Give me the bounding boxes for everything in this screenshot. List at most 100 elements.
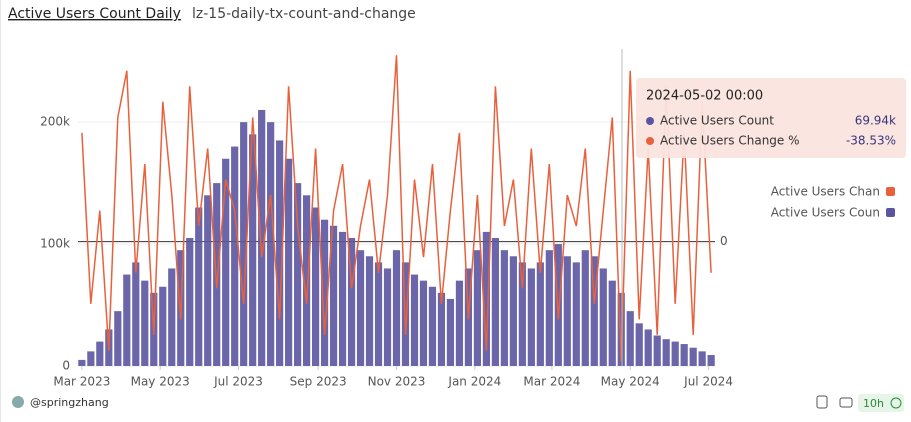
bar <box>258 109 266 366</box>
bar <box>159 286 167 366</box>
bar <box>392 250 401 366</box>
bar <box>446 298 455 366</box>
bar <box>240 122 248 367</box>
bar <box>527 268 535 366</box>
x-tick-label: May 2024 <box>601 375 660 389</box>
bar <box>563 256 571 366</box>
x-tick-label: Sep 2023 <box>290 375 347 389</box>
legend-swatch <box>886 187 895 196</box>
camera-icon[interactable] <box>839 397 853 408</box>
bar <box>356 250 365 366</box>
x-tick-label: May 2023 <box>131 375 190 389</box>
chart-subtitle: lz-15-daily-tx-count-and-change <box>192 6 416 22</box>
bar <box>590 256 598 366</box>
avatar <box>12 396 24 408</box>
legend-swatch <box>886 208 895 217</box>
bar <box>168 268 176 366</box>
bar <box>114 311 122 366</box>
y-tick-label: 0 <box>62 359 70 373</box>
line <box>81 55 712 362</box>
tooltip-name: Active Users Change % <box>660 134 800 148</box>
age-badge <box>858 394 904 412</box>
bar <box>410 274 419 366</box>
bar <box>626 311 634 366</box>
bar <box>276 140 284 366</box>
x-tick-label: Nov 2023 <box>368 375 426 389</box>
bar <box>78 359 86 366</box>
bar <box>653 335 661 366</box>
legend-label: Active Users Coun <box>771 206 880 220</box>
x-tick-label: Jul 2023 <box>213 375 263 389</box>
bar <box>572 262 580 366</box>
bar <box>698 351 706 366</box>
status-icon <box>890 397 902 409</box>
bar <box>123 274 131 366</box>
bar <box>249 134 257 366</box>
tooltip-dot <box>646 117 654 125</box>
chart-title[interactable]: Active Users Count Daily <box>8 6 181 22</box>
bar <box>707 355 715 366</box>
bar <box>500 250 508 366</box>
bar <box>303 195 311 366</box>
bar <box>222 158 230 366</box>
bar <box>320 219 329 366</box>
bar <box>482 231 490 366</box>
y2-tick-label: 0 <box>720 234 728 248</box>
bar <box>383 268 392 366</box>
bar <box>419 280 428 366</box>
bar <box>428 286 437 366</box>
share-icon[interactable] <box>816 395 828 409</box>
bar <box>132 262 140 366</box>
bar <box>195 207 203 366</box>
bar <box>554 244 562 366</box>
bar <box>186 237 194 366</box>
bar <box>311 207 320 366</box>
y-tick-label: 100k <box>40 237 70 251</box>
x-tick-label: Jan 2024 <box>447 375 501 389</box>
bar <box>365 256 374 366</box>
bar <box>680 344 688 366</box>
bar <box>581 250 589 366</box>
bar <box>213 183 221 366</box>
bar <box>536 262 544 366</box>
bar <box>509 256 517 366</box>
x-tick-label: Mar 2023 <box>53 375 110 389</box>
bar <box>294 183 302 366</box>
tooltip-value: 69.94k <box>855 114 896 128</box>
bar <box>231 146 239 366</box>
bar <box>473 250 482 366</box>
bar <box>617 292 625 366</box>
bar <box>329 225 338 366</box>
x-tick-label: Mar 2024 <box>523 375 580 389</box>
y-tick-label: 200k <box>40 115 70 129</box>
bar <box>662 339 670 366</box>
bar <box>87 351 95 366</box>
bar <box>599 268 607 366</box>
bar <box>267 122 275 367</box>
bar <box>608 280 616 366</box>
legend-label: Active Users Chan <box>771 185 880 199</box>
tooltip-name: Active Users Count <box>660 114 774 128</box>
bar <box>374 262 383 366</box>
bar <box>689 347 697 366</box>
x-tick-label: Jul 2024 <box>683 375 733 389</box>
author[interactable]: @springzhang <box>30 396 109 409</box>
bar <box>635 323 643 366</box>
bar <box>455 280 464 366</box>
bar <box>141 280 149 366</box>
bar <box>437 292 446 366</box>
bar <box>671 341 679 366</box>
bar <box>644 329 652 366</box>
bar <box>338 231 347 366</box>
bar <box>347 237 356 366</box>
tooltip-date: 2024-05-02 00:00 <box>646 89 763 104</box>
bar <box>285 158 293 366</box>
bar <box>204 195 212 366</box>
bar <box>96 341 104 366</box>
tooltip-dot <box>646 137 654 145</box>
bar <box>545 250 553 366</box>
age: 10h <box>863 397 884 410</box>
bar <box>491 237 499 366</box>
bar <box>518 262 526 366</box>
